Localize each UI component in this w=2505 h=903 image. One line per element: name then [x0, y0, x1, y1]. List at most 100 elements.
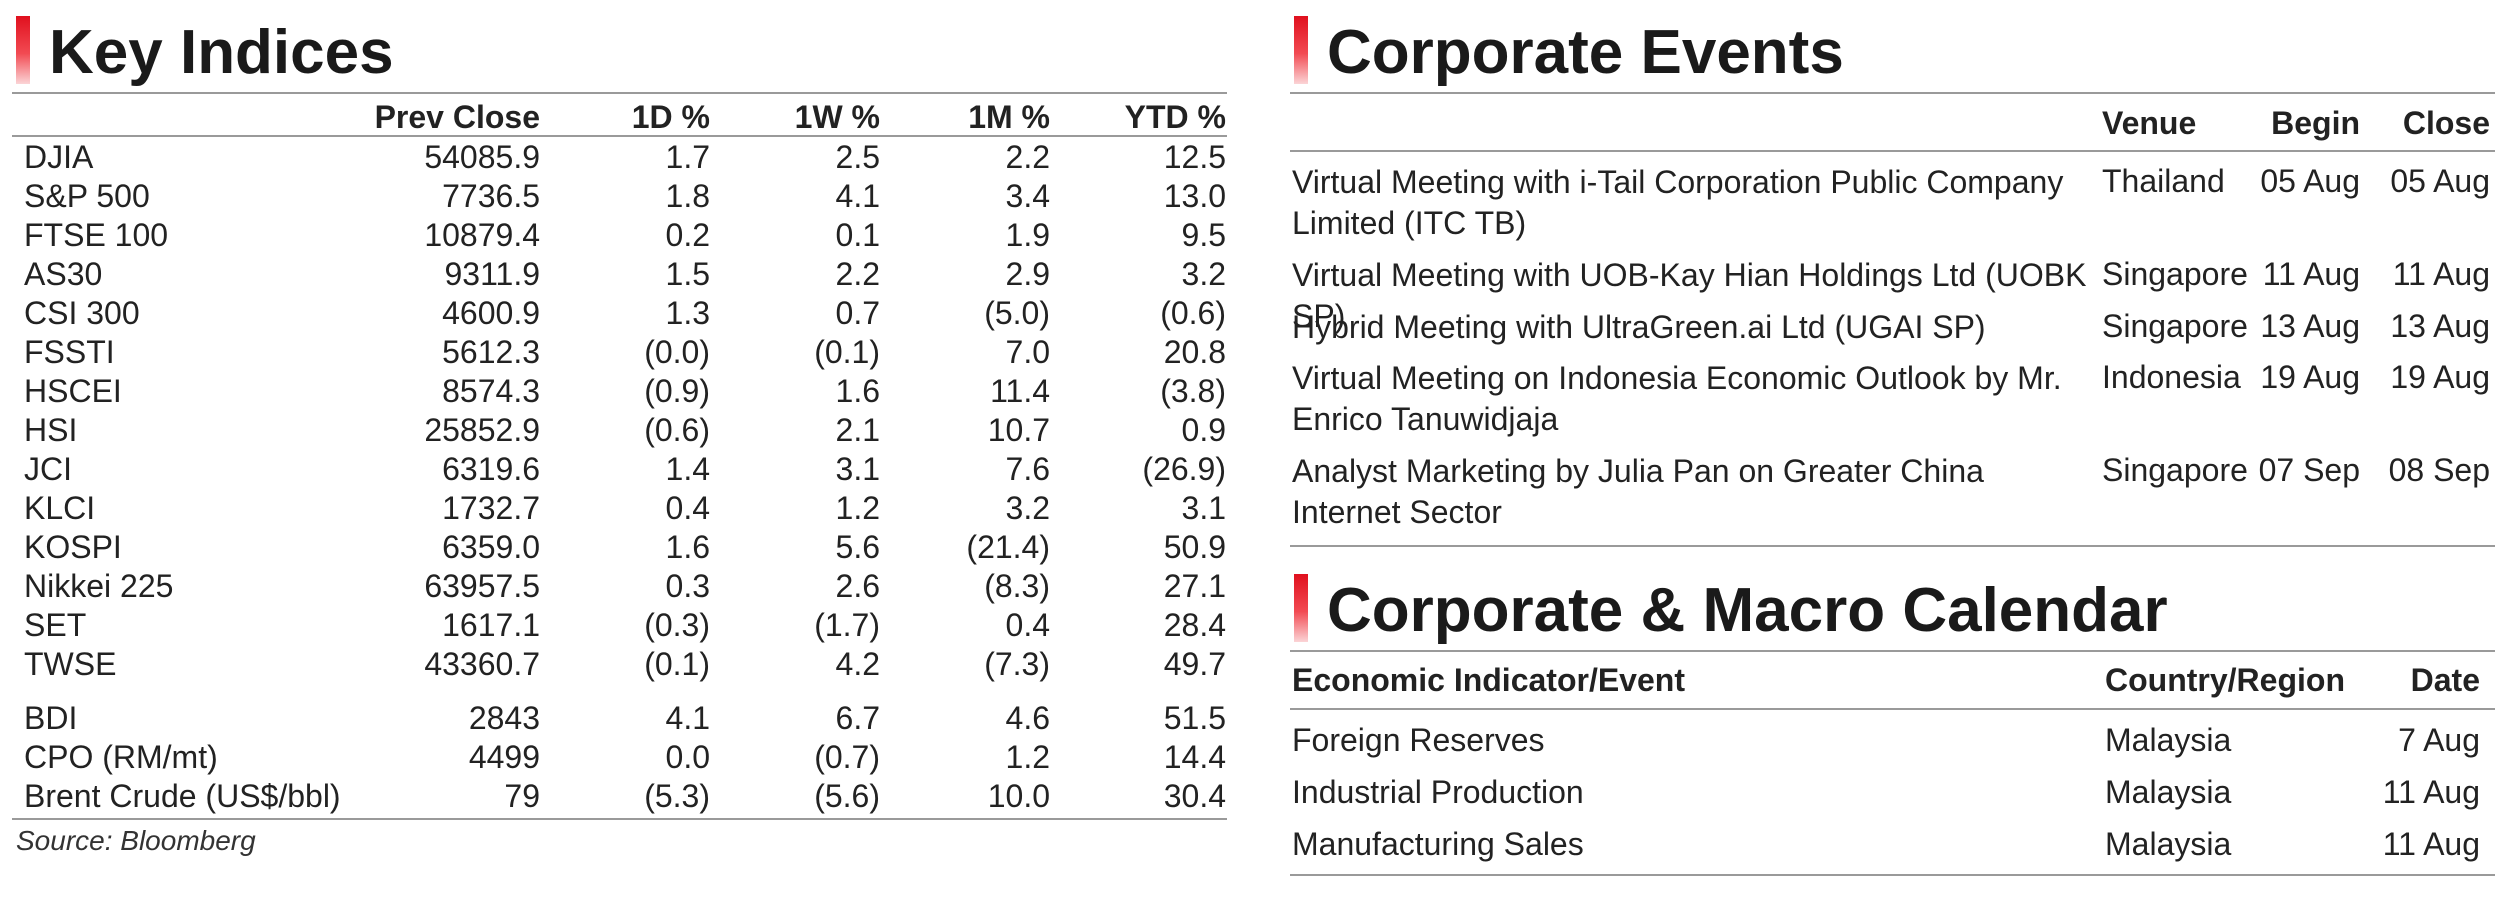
pct-1w-cell: 2.5	[835, 139, 880, 175]
index-name-cell: KOSPI	[24, 529, 122, 565]
pct-1d-cell: 0.2	[665, 217, 710, 253]
pct-1w-cell: 2.1	[835, 412, 880, 448]
index-name-cell: Nikkei 225	[24, 568, 174, 604]
pct-1m-cell: 1.2	[1005, 739, 1050, 775]
pct-ytd-cell: 50.9	[1163, 529, 1226, 565]
prev-close-cell: 10879.4	[424, 217, 540, 253]
pct-1w-cell: 4.2	[835, 646, 880, 682]
venue-cell: Indonesia	[2102, 359, 2241, 395]
pct-1m-cell: 11.4	[990, 373, 1050, 409]
pct-1w-cell: 6.7	[835, 700, 880, 736]
pct-1w-cell: 2.2	[835, 256, 880, 292]
country-cell: Malaysia	[2105, 722, 2232, 758]
pct-1d-cell: (0.0)	[644, 334, 710, 370]
date-cell: 11 Aug	[2382, 774, 2480, 810]
close-date-cell: 19 Aug	[2390, 359, 2490, 395]
col-header-prev-close: Prev Close	[374, 99, 540, 135]
pct-ytd-cell: 51.5	[1163, 700, 1226, 736]
venue-cell: Singapore	[2102, 308, 2248, 344]
pct-ytd-cell: 12.5	[1163, 139, 1226, 175]
begin-date-cell: 07 Sep	[2258, 452, 2360, 488]
pct-ytd-cell: (26.9)	[1142, 451, 1226, 487]
event-name-cell: Analyst Marketing by Julia Pan on Greate…	[1292, 453, 1984, 530]
pct-1d-cell: 0.3	[665, 568, 710, 604]
country-cell: Malaysia	[2105, 774, 2232, 810]
header-rule	[12, 92, 1227, 94]
pct-ytd-cell: 20.8	[1163, 334, 1226, 370]
section-accent-bar	[1294, 574, 1308, 642]
table-bottom-rule	[1290, 874, 2495, 876]
pct-1d-cell: 1.5	[665, 256, 710, 292]
index-name-cell: DJIA	[24, 139, 94, 175]
section-accent-bar	[16, 16, 30, 84]
pct-1m-cell: 4.6	[1005, 700, 1050, 736]
pct-1d-cell: 1.8	[665, 178, 710, 214]
pct-1d-cell: (0.6)	[644, 412, 710, 448]
pct-1m-cell: 2.2	[1005, 139, 1050, 175]
section-title: Corporate Events	[1327, 18, 1844, 87]
index-name-cell: FTSE 100	[24, 217, 169, 253]
begin-date-cell: 05 Aug	[2260, 163, 2360, 199]
indicator-cell: Manufacturing Sales	[1292, 826, 1584, 862]
prev-close-cell: 1732.7	[442, 490, 540, 526]
table-bottom-rule	[1290, 545, 2495, 547]
prev-close-cell: 6359.0	[442, 529, 540, 565]
pct-1m-cell: 7.0	[1005, 334, 1050, 370]
pct-1d-cell: 4.1	[665, 700, 710, 736]
pct-1d-cell: (0.9)	[644, 373, 710, 409]
pct-1w-cell: 5.6	[835, 529, 880, 565]
section-title: Corporate & Macro Calendar	[1327, 576, 2168, 645]
index-name-cell: JCI	[24, 451, 72, 487]
col-header-date: Date	[2410, 662, 2480, 698]
pct-1m-cell: (7.3)	[984, 646, 1050, 682]
prev-close-cell: 9311.9	[444, 256, 541, 292]
pct-ytd-cell: 13.0	[1163, 178, 1226, 214]
prev-close-cell: 43360.7	[424, 646, 540, 682]
col-header-ytd: YTD %	[1124, 99, 1226, 135]
pct-1m-cell: 3.4	[1005, 178, 1050, 214]
col-header-rule	[1290, 150, 2495, 152]
key-indices-header: Key Indices	[12, 14, 1227, 84]
prev-close-cell: 4600.9	[442, 295, 540, 331]
venue-cell: Singapore	[2102, 452, 2248, 488]
pct-ytd-cell: 9.5	[1181, 217, 1226, 253]
indicator-cell: Foreign Reserves	[1292, 722, 1545, 758]
index-name-cell: S&P 500	[24, 178, 150, 214]
pct-1m-cell: 10.0	[987, 778, 1050, 814]
pct-1m-cell: 1.9	[1005, 217, 1050, 253]
event-name-cell: Hybrid Meeting with UltraGreen.ai Ltd (U…	[1292, 309, 1986, 345]
pct-1d-cell: 1.3	[665, 295, 710, 331]
pct-1w-cell: (5.6)	[814, 778, 880, 814]
index-name-cell: KLCI	[24, 490, 96, 526]
pct-1m-cell: 3.2	[1005, 490, 1050, 526]
corporate-events-header: Corporate Events	[1290, 14, 2495, 84]
prev-close-cell: 4499	[468, 739, 540, 775]
col-header-event: Economic Indicator/Event	[1292, 662, 1685, 698]
index-name-cell: SET	[24, 607, 87, 643]
pct-ytd-cell: 14.4	[1163, 739, 1226, 775]
index-name-cell: CPO (RM/mt)	[24, 739, 218, 775]
index-name-cell: HSI	[24, 412, 78, 448]
pct-1d-cell: 1.7	[665, 139, 710, 175]
index-name-cell: CSI 300	[24, 295, 140, 331]
key-indices-panel: Key Indices Prev Close 1D % 1W % 1M % YT…	[12, 0, 1227, 880]
corporate-events-panel: Corporate Events Venue Begin Close Virtu…	[1290, 0, 2495, 550]
pct-ytd-cell: (0.6)	[1160, 295, 1226, 331]
col-header-begin: Begin	[2271, 105, 2360, 141]
macro-calendar-panel: Corporate & Macro Calendar Economic Indi…	[1290, 560, 2495, 890]
prev-close-cell: 1617.1	[442, 607, 540, 643]
col-header-1w: 1W %	[794, 99, 880, 135]
pct-1m-cell: 10.7	[987, 412, 1050, 448]
pct-ytd-cell: 0.9	[1181, 412, 1226, 448]
pct-1w-cell: (1.7)	[814, 607, 880, 643]
prev-close-cell: 5612.3	[442, 334, 540, 370]
pct-1w-cell: 2.6	[835, 568, 880, 604]
venue-cell: Thailand	[2102, 163, 2225, 199]
pct-1d-cell: (5.3)	[644, 778, 710, 814]
prev-close-cell: 63957.5	[424, 568, 540, 604]
pct-1w-cell: 3.1	[835, 451, 880, 487]
event-name-cell: Virtual Meeting with i-Tail Corporation …	[1292, 164, 2064, 241]
pct-ytd-cell: 27.1	[1163, 568, 1226, 604]
col-header-close: Close	[2402, 105, 2490, 141]
begin-date-cell: 19 Aug	[2260, 359, 2360, 395]
